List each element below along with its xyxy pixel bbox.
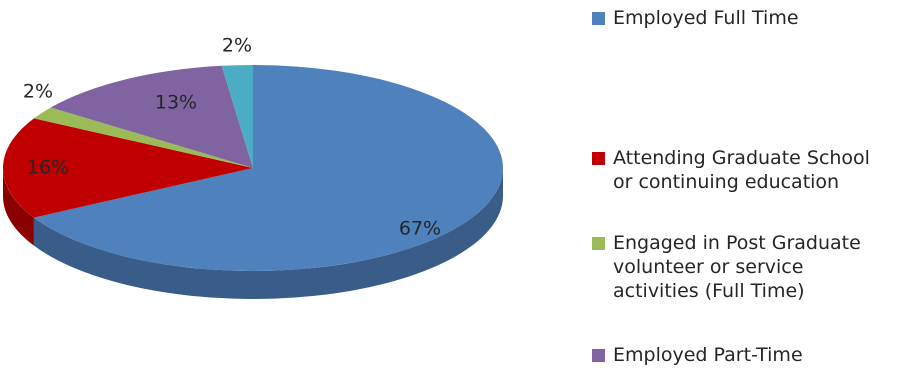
legend-label-post-graduate-volunteer: Engaged in Post Graduate volunteer or se… [613, 232, 861, 302]
legend-label-employed-part-time: Employed Part-Time [613, 344, 803, 366]
pie-slice-employed-full-time [33, 65, 503, 271]
pie-slice-attending-graduate-school-or [2, 118, 253, 218]
data-label-employed-part-time: 13% [155, 92, 197, 114]
legend-label-graduate-school: Attending Graduate School or continuing … [613, 147, 870, 193]
pie-slice-employed-part-time [50, 65, 253, 168]
pie-slice-engaged-in-post-graduate [33, 107, 254, 168]
pie-slice-slice-4 [221, 65, 253, 168]
legend-swatch-post-graduate-volunteer [592, 237, 605, 250]
legend-swatch-employed-part-time [592, 349, 605, 362]
legend: Employed Full Time Attending Graduate Sc… [592, 0, 905, 371]
data-label-engaged-in-post-graduate: 2% [23, 81, 53, 103]
legend-swatch-employed-full-time [592, 12, 605, 25]
data-label-slice-4: 2% [222, 35, 252, 57]
data-label-employed-full-time: 67% [399, 218, 441, 240]
pie-side-employed-full-time [33, 168, 503, 300]
legend-label-employed-full-time: Employed Full Time [613, 7, 799, 29]
data-label-attending-graduate-school-or: 16% [27, 157, 69, 179]
legend-swatch-graduate-school [592, 152, 605, 165]
pie-side-attending-graduate-school-or [3, 168, 34, 246]
